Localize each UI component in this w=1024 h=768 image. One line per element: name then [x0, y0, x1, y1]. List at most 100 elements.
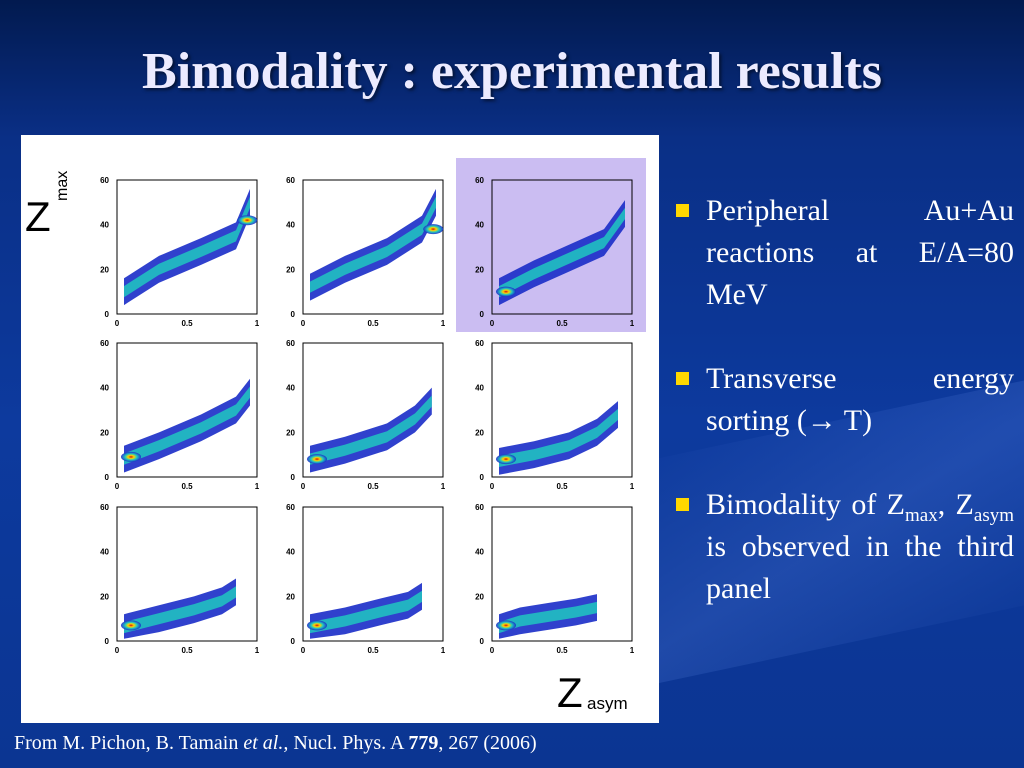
y-tick-label: 40 — [100, 548, 109, 557]
x-tick-label: 1 — [255, 646, 260, 655]
y-tick-label: 40 — [475, 384, 484, 393]
x-tick-label: 0.5 — [367, 646, 379, 655]
density-peak — [496, 286, 516, 297]
y-tick-label: 40 — [286, 221, 295, 230]
histogram-panel-r3c3: 0 20 40 60 0 0.5 1 — [475, 503, 635, 655]
y-tick-label: 0 — [291, 310, 296, 319]
bullet-item-sorting: Transverse energy sorting (→ T) — [672, 358, 1014, 442]
density-peak — [423, 224, 444, 235]
histogram-panel-r2c3: 0 20 40 60 0 0.5 1 — [475, 339, 635, 491]
density-peak — [121, 451, 141, 462]
bullet-text-post: is observed in the third panel — [706, 530, 1014, 605]
y-tick-label: 20 — [286, 265, 295, 274]
bullet-square-icon — [676, 498, 689, 511]
density-core — [499, 408, 618, 467]
x-tick-label: 0.5 — [556, 646, 568, 655]
citation: From M. Pichon, B. Tamain et al., Nucl. … — [14, 732, 714, 755]
y-tick-label: 20 — [100, 592, 109, 601]
density-core — [124, 386, 250, 465]
x-tick-label: 1 — [630, 646, 635, 655]
panel-frame — [302, 506, 444, 642]
density-peak — [237, 215, 258, 226]
bullet-text: Peripheral Au+Au reactions at E/A=80 MeV — [706, 194, 1014, 311]
panel-frame — [491, 179, 633, 315]
panel-frame — [116, 179, 258, 315]
x-tick-label: 0 — [490, 482, 495, 491]
x-tick-label: 1 — [441, 482, 446, 491]
x-tick-label: 0.5 — [181, 482, 193, 491]
density-core — [310, 590, 422, 634]
subscript-max: max — [905, 505, 938, 526]
bullet-item-reactions: Peripheral Au+Au reactions at E/A=80 MeV — [672, 190, 1014, 316]
histogram-panel-r2c2: 0 20 40 60 0 0.5 1 — [286, 339, 446, 491]
y-tick-label: 60 — [475, 176, 484, 185]
y-tick-label: 0 — [105, 310, 110, 319]
x-tick-label: 0 — [490, 646, 495, 655]
density-core — [499, 601, 597, 634]
citation-volume: 779 — [408, 732, 439, 754]
density-peak — [121, 620, 141, 631]
x-tick-label: 1 — [441, 646, 446, 655]
density-core — [499, 207, 625, 298]
x-tick-label: 0 — [301, 482, 306, 491]
y-tick-label: 40 — [100, 221, 109, 230]
x-tick-label: 0 — [490, 319, 495, 328]
y-tick-label: 0 — [480, 473, 485, 482]
histogram-panel-r1c1: 0 20 40 60 0 0.5 1 — [100, 176, 260, 328]
histogram-panel-r1c3: 0 20 40 60 0 0.5 1 — [475, 176, 635, 328]
y-tick-label: 60 — [475, 503, 484, 512]
citation-etal: et al., — [243, 732, 289, 754]
y-tick-label: 60 — [100, 339, 109, 348]
panel-frame — [302, 342, 444, 478]
x-tick-label: 0 — [115, 482, 120, 491]
density-core — [310, 196, 436, 293]
density-band — [310, 188, 436, 301]
histogram-panel-r2c1: 0 20 40 60 0 0.5 1 — [100, 339, 260, 491]
density-core — [310, 395, 432, 465]
histogram-panel-r3c2: 0 20 40 60 0 0.5 1 — [286, 503, 446, 655]
y-tick-label: 40 — [286, 384, 295, 393]
bullet-text: Transverse energy sorting (→ T) — [706, 362, 1014, 437]
y-tick-label: 0 — [105, 637, 110, 646]
y-tick-label: 60 — [100, 176, 109, 185]
y-tick-label: 0 — [291, 473, 296, 482]
y-axis-symbol: Z — [25, 193, 51, 240]
panel-frame — [491, 506, 633, 642]
y-tick-label: 40 — [475, 548, 484, 557]
density-peak — [496, 454, 516, 465]
x-tick-label: 0.5 — [367, 482, 379, 491]
x-tick-label: 0 — [115, 319, 120, 328]
density-core — [124, 586, 236, 634]
histogram-panel-r1c2: 0 20 40 60 0 0.5 1 — [286, 176, 446, 328]
y-tick-label: 60 — [286, 503, 295, 512]
x-tick-label: 1 — [630, 319, 635, 328]
x-axis-symbol: Z — [557, 669, 583, 716]
density-core — [124, 196, 250, 298]
x-tick-label: 1 — [255, 482, 260, 491]
panel-frame — [116, 506, 258, 642]
bullet-text-pre: Bimodality of Z — [706, 488, 905, 521]
y-tick-label: 20 — [475, 428, 484, 437]
density-peak — [307, 620, 327, 631]
y-tick-label: 20 — [100, 265, 109, 274]
citation-pages-year: , 267 (2006) — [438, 732, 537, 754]
density-band — [499, 401, 618, 475]
x-axis-subscript: asym — [587, 694, 628, 713]
bullet-square-icon — [676, 372, 689, 385]
y-tick-label: 20 — [100, 428, 109, 437]
density-peak — [496, 620, 516, 631]
y-tick-label: 60 — [475, 339, 484, 348]
panel-frame — [116, 342, 258, 478]
y-tick-label: 40 — [475, 221, 484, 230]
x-tick-label: 0.5 — [367, 319, 379, 328]
y-tick-label: 0 — [291, 637, 296, 646]
x-tick-label: 1 — [441, 319, 446, 328]
y-tick-label: 40 — [100, 384, 109, 393]
y-tick-label: 60 — [286, 339, 295, 348]
x-tick-label: 0 — [301, 646, 306, 655]
density-band — [124, 188, 250, 306]
y-tick-label: 60 — [286, 176, 295, 185]
y-tick-label: 20 — [475, 265, 484, 274]
y-tick-label: 20 — [475, 592, 484, 601]
panel-frame — [302, 179, 444, 315]
